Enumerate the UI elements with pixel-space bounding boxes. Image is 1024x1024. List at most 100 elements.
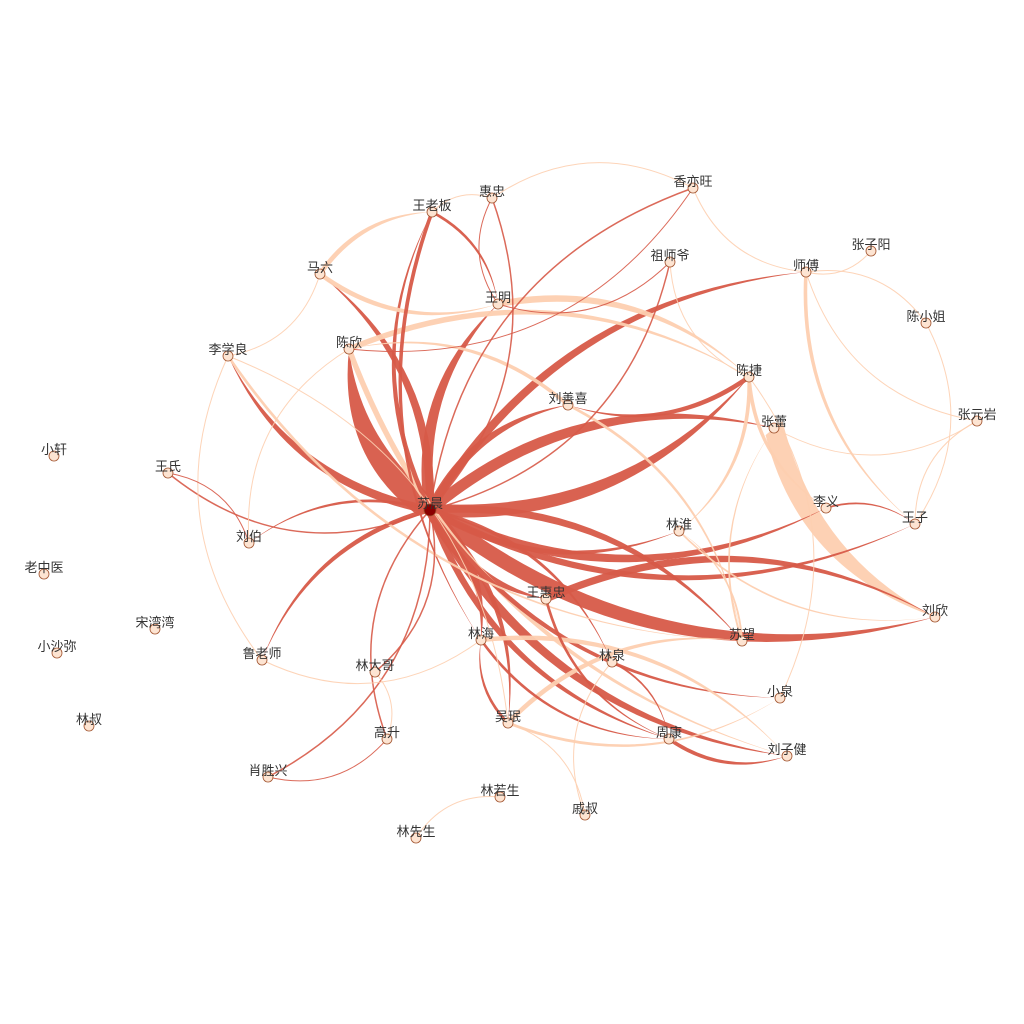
- edge-zushiye-chenjie: [669, 261, 750, 378]
- node-label-liushanxi: 刘善喜: [548, 391, 587, 407]
- edge-suchen-lindage: [374, 509, 436, 673]
- edge-suchen-zushiye: [429, 261, 671, 511]
- node-label-sumeng: 苏望: [729, 627, 755, 643]
- node-label-zhoukang: 周康: [656, 725, 682, 741]
- node-label-linquan: 林泉: [599, 648, 625, 664]
- node-label-zhangyuanyan: 张元岩: [957, 408, 996, 423]
- node-linhai[interactable]: [475, 634, 487, 646]
- node-label-chenxiaojie: 陈小姐: [906, 309, 945, 325]
- node-xiaoquan[interactable]: [774, 692, 786, 704]
- node-liuxin[interactable]: [929, 611, 941, 623]
- node-label-liuxin: 刘欣: [922, 604, 948, 619]
- node-maliu[interactable]: [314, 268, 326, 280]
- node-suchen[interactable]: [423, 503, 437, 517]
- node-label-chenxin: 陈欣: [336, 335, 362, 351]
- edge-qishu-linquan: [573, 661, 613, 816]
- node-wanghuizhong[interactable]: [540, 593, 552, 605]
- edge-suchen-sumeng: [428, 505, 742, 641]
- node-liubo[interactable]: [243, 537, 255, 549]
- edge-huizhong-xiangyiwang: [491, 162, 694, 199]
- node-laozhongyi[interactable]: [38, 568, 50, 580]
- node-label-lixueliang: 李学良: [208, 342, 247, 358]
- edge-suchen-wangzi: [429, 506, 915, 581]
- node-shifu[interactable]: [800, 266, 812, 278]
- node-liuzijian[interactable]: [781, 750, 793, 762]
- node-chenjie[interactable]: [743, 371, 755, 383]
- node-linxiansheng[interactable]: [410, 832, 422, 844]
- node-liyi[interactable]: [820, 502, 832, 514]
- node-wanglaoban[interactable]: [426, 206, 438, 218]
- node-linshu[interactable]: [83, 720, 95, 732]
- edge-liubo-chenxin: [247, 348, 350, 544]
- node-wangzi[interactable]: [909, 518, 921, 530]
- node-xiangyiwang[interactable]: [687, 182, 699, 194]
- edge-suchen-gaosheng: [370, 509, 431, 740]
- node-sumeng[interactable]: [736, 635, 748, 647]
- node-zhangyuanyan[interactable]: [971, 415, 983, 427]
- node-wangshi[interactable]: [162, 467, 174, 479]
- node-label-liuzijian: 刘子健: [767, 743, 806, 758]
- node-lixueliang[interactable]: [222, 350, 234, 362]
- node-zhoukang[interactable]: [663, 733, 675, 745]
- node-label-gaosheng: 高升: [374, 725, 400, 741]
- node-lulaoshi[interactable]: [256, 654, 268, 666]
- node-liushanxi[interactable]: [562, 399, 574, 411]
- edge-suchen-xiangyiwang: [429, 187, 694, 511]
- node-label-linxiansheng: 林先生: [396, 825, 435, 840]
- node-label-linhuai: 林淮: [666, 518, 692, 533]
- node-label-qishu: 戚叔: [572, 802, 598, 817]
- node-label-liubo: 刘伯: [236, 530, 262, 545]
- nodes-layer: [38, 182, 983, 844]
- node-zushiye[interactable]: [664, 256, 676, 268]
- node-label-zhanglei: 张蕾: [761, 415, 787, 430]
- node-label-lulaoshi: 鲁老师: [242, 647, 281, 662]
- edge-qishu-wuhan: [507, 722, 586, 816]
- node-label-zushiye: 祖师爷: [650, 249, 689, 264]
- node-label-wanglaoban: 王老板: [412, 199, 451, 214]
- node-label-lindage: 林大哥: [355, 659, 394, 674]
- node-label-songwanwan: 宋湾湾: [135, 615, 174, 631]
- edge-suchen-wangshi: [167, 472, 431, 534]
- node-chenxin[interactable]: [343, 343, 355, 355]
- node-qishu[interactable]: [579, 809, 591, 821]
- edge-suchen-huizhong: [429, 197, 514, 511]
- node-label-zhangziyang: 张子阳: [851, 238, 890, 253]
- edge-liushanxi-chenxin: [349, 341, 569, 407]
- edge-huizhong-wanglaoban: [431, 194, 493, 213]
- node-label-liyi: 李义: [813, 495, 839, 510]
- node-zhangziyang[interactable]: [865, 245, 877, 257]
- edge-linruosheng-linxiansheng: [415, 796, 501, 839]
- edge-suchen-liuxin: [428, 502, 935, 642]
- node-label-wanghuizhong: 王惠忠: [526, 586, 565, 601]
- node-xiaoshengxing[interactable]: [262, 771, 274, 783]
- node-linruosheng[interactable]: [494, 791, 506, 803]
- node-label-xiangyiwang: 香亦旺: [673, 174, 712, 190]
- edge-wuhan-sumeng: [507, 637, 742, 726]
- node-wangming[interactable]: [492, 298, 504, 310]
- node-songwanwan[interactable]: [149, 623, 161, 635]
- edge-suchen-maliu: [320, 274, 435, 512]
- node-label-laozhongyi: 老中医: [24, 561, 63, 576]
- node-wuhan[interactable]: [502, 717, 514, 729]
- node-label-xiaoquan: 小泉: [767, 684, 793, 700]
- node-xiaoshami[interactable]: [51, 647, 63, 659]
- node-chenxiaojie[interactable]: [920, 317, 932, 329]
- edge-maliu-lixueliang: [227, 273, 321, 357]
- node-label-linhai: 林海: [468, 627, 494, 642]
- edge-zhoukang-liuzijian: [668, 737, 787, 765]
- node-label-xiaoshengxing: 肖胜兴: [248, 764, 287, 779]
- node-linquan[interactable]: [606, 656, 618, 668]
- node-huizhong[interactable]: [486, 192, 498, 204]
- node-zhanglei[interactable]: [768, 422, 780, 434]
- node-label-linruosheng: 林若生: [480, 783, 519, 799]
- edge-suchen-lulaoshi: [262, 508, 432, 660]
- node-linhuai[interactable]: [673, 525, 685, 537]
- node-gaosheng[interactable]: [381, 733, 393, 745]
- node-label-xiaoxuan: 小轩: [41, 443, 67, 458]
- node-lindage[interactable]: [369, 666, 381, 678]
- node-label-xiaoshami: 小沙弥: [37, 639, 76, 655]
- node-xiaoxuan[interactable]: [48, 450, 60, 462]
- node-label-chenjie: 陈捷: [736, 363, 762, 379]
